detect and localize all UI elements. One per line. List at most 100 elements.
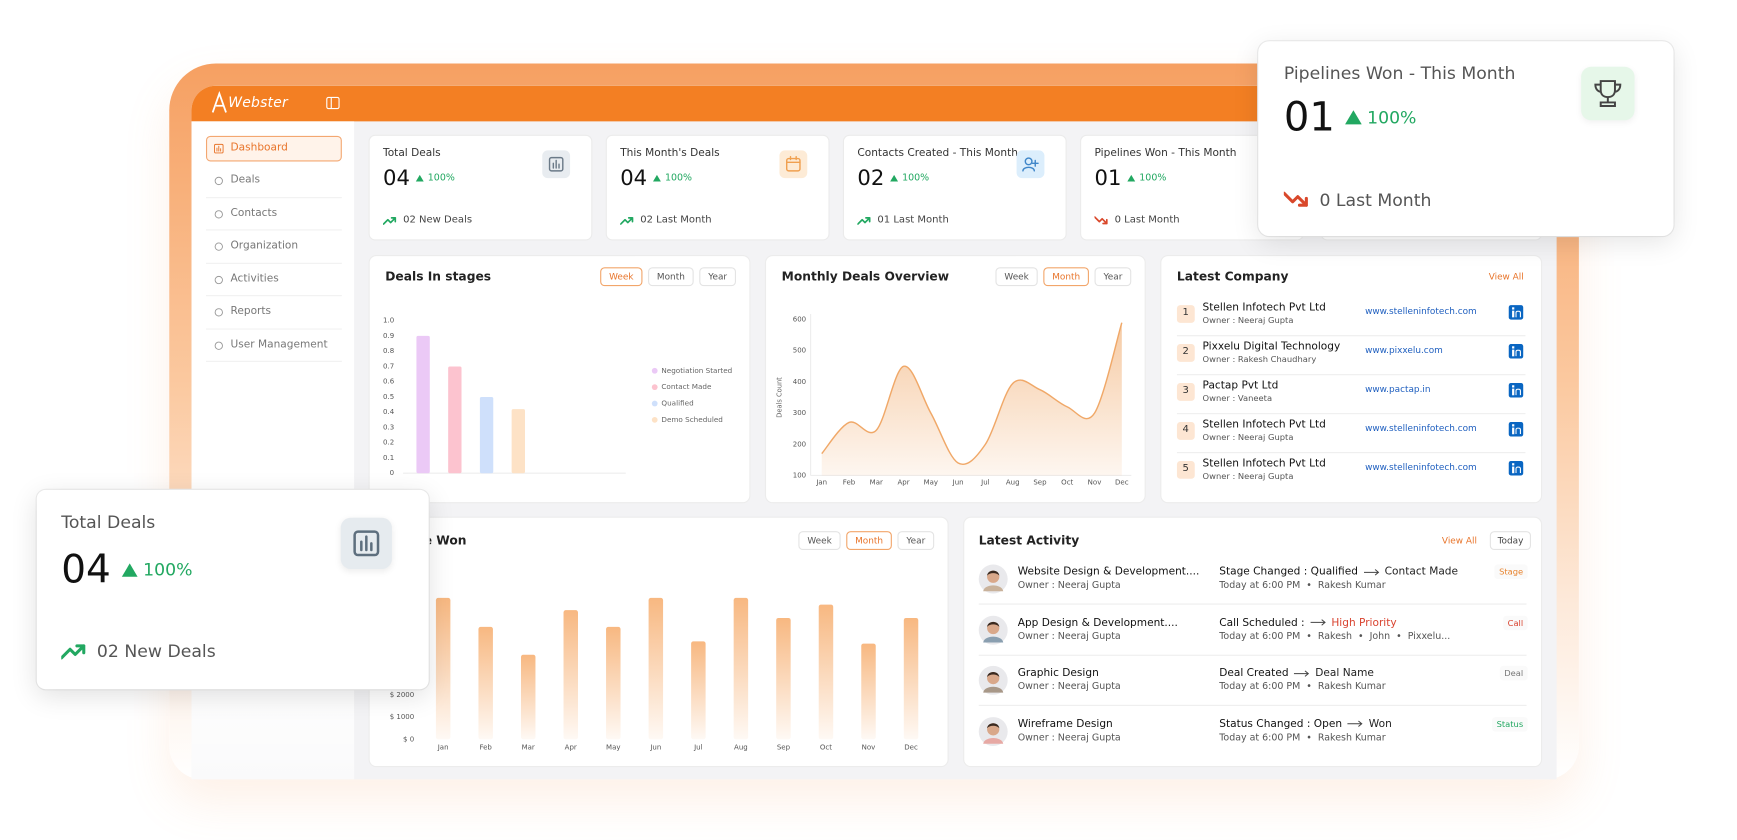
y-tick-label: 200: [793, 439, 806, 448]
bar: [435, 597, 451, 740]
avatar-head: [987, 722, 1000, 735]
activity-tag: Status: [1492, 716, 1528, 731]
avatar-head: [987, 570, 1000, 583]
company-url[interactable]: www.stelleninfotech.com: [1365, 462, 1477, 473]
tab-group: Week Month Year: [600, 267, 736, 287]
bar: [733, 597, 749, 740]
card-change: 100%: [902, 172, 930, 184]
bar: [691, 641, 706, 740]
legend-label: Contact Made: [661, 382, 712, 391]
popup-footer: 0 Last Month: [1283, 190, 1431, 210]
floating-card: Total Deals 04 100% 02 New Deals: [36, 489, 429, 690]
panel: 100 200 300 400 500 600 Deals Count Jan Feb Mar Ap…: [766, 256, 1145, 503]
icon-frame: [353, 530, 380, 557]
view-all-link[interactable]: View All: [1441, 535, 1477, 546]
triangle: [1127, 174, 1136, 182]
x-tick-label: Sep: [777, 742, 791, 751]
legend-label: Demo Scheduled: [661, 415, 723, 424]
row-divider: [1176, 452, 1526, 454]
nav-item[interactable]: Organization: [230, 239, 299, 252]
rank-number: 3: [1182, 385, 1189, 397]
avatar-hair: [987, 570, 1000, 576]
x-tick-label: Nov: [862, 742, 876, 751]
y-tick-label: 0.5: [383, 392, 394, 401]
card-title: This Month's Deals: [620, 146, 720, 160]
x-tick-label: Dec: [904, 742, 918, 751]
action-text: Status Changed : Open: [1219, 717, 1343, 730]
row-divider: [1176, 413, 1526, 415]
icon-ring: [214, 242, 223, 251]
tab[interactable]: Month: [846, 531, 892, 551]
rank-badge: [1176, 305, 1195, 323]
icon-ring: [214, 308, 223, 317]
activity-tag: Call: [1503, 615, 1528, 630]
action-text: Stage Changed : Qualified: [1219, 565, 1358, 578]
tab[interactable]: Week: [995, 267, 1038, 287]
linkedin-icon[interactable]: [1508, 383, 1524, 398]
bar: [861, 643, 876, 740]
value-row: 04 100%: [620, 166, 692, 190]
activity-owner: Owner : Neeraj Gupta: [1017, 681, 1121, 693]
tab[interactable]: Year: [699, 267, 736, 287]
linkedin-icon[interactable]: [1508, 422, 1524, 437]
company-url[interactable]: www.pactap.in: [1365, 384, 1431, 395]
popup-title: Total Deals: [61, 512, 156, 533]
stat-card: Total Deals 04 100% 02 New Deals: [369, 135, 592, 240]
icon-bars: [360, 535, 373, 552]
x-tick-label: Feb: [843, 477, 856, 486]
linkedin-i: [1511, 466, 1514, 474]
y-tick-label: 0.4: [383, 407, 395, 416]
tab[interactable]: Year: [897, 531, 935, 551]
x-tick-label: Jul: [693, 742, 703, 751]
panel-title: Deals In stages: [385, 269, 492, 284]
nav-item[interactable]: Dashboard: [230, 140, 288, 154]
linkedin-icon[interactable]: [1508, 460, 1524, 476]
triangle: [120, 562, 138, 578]
y-tick-label: 400: [793, 377, 806, 386]
tab[interactable]: Month: [1043, 267, 1090, 287]
activity-owner: Owner : Neeraj Gupta: [1017, 580, 1121, 592]
tab[interactable]: Month: [648, 267, 694, 287]
rank-badge: [1176, 460, 1195, 479]
arrow: [1347, 720, 1363, 727]
nav-divider: [205, 327, 342, 330]
dot-icon: [214, 308, 223, 317]
filter-button[interactable]: Today: [1489, 531, 1532, 551]
tab[interactable]: Week: [798, 531, 841, 551]
active-nav-bg: [205, 135, 342, 161]
nav-item[interactable]: Reports: [230, 305, 272, 318]
y-tick-label: 0.3: [383, 422, 394, 431]
linkedin-icon[interactable]: [1508, 305, 1524, 320]
view-all-link[interactable]: View All: [1488, 271, 1524, 282]
value-row: 01 100%: [1095, 166, 1167, 190]
avatar-hair: [987, 671, 1000, 677]
tab[interactable]: Year: [1094, 267, 1132, 287]
panel: Latest Activity View All Today Website Desi…: [964, 517, 1542, 767]
panel: $ 0$ 1000$ 2000$ 3000$ 4000$ 5000$ 6000$…: [369, 517, 948, 767]
nav-item[interactable]: Deals: [230, 173, 261, 186]
tab[interactable]: Week: [600, 267, 643, 287]
bars-icon: [548, 156, 564, 172]
nav-item[interactable]: User Management: [230, 337, 328, 351]
tab-group: Week Month Year: [798, 531, 935, 551]
company-url[interactable]: www.stelleninfotech.com: [1365, 306, 1477, 317]
icon-ring: [214, 209, 223, 218]
action-target: Won: [1368, 717, 1392, 730]
company-url[interactable]: www.stelleninfotech.com: [1365, 423, 1477, 434]
y-tick-label: 0.9: [383, 331, 394, 340]
action-target: Contact Made: [1384, 565, 1459, 578]
card-footer: 02 Last Month: [620, 215, 712, 226]
company-owner: Owner : Neeraj Gupta: [1202, 432, 1294, 443]
x-tick-label: Jan: [437, 742, 449, 751]
nav-item[interactable]: Contacts: [230, 206, 278, 219]
sidebar-toggle[interactable]: [326, 96, 340, 110]
calendar-icon: [786, 155, 801, 172]
chart: 0 0.1 0.2 0.3 0.4 0.5 0.6 0.7 0.8 0.9 1.0 Negotiati…: [383, 316, 732, 478]
nav-item[interactable]: Activities: [230, 272, 279, 285]
up-triangle: [652, 174, 662, 182]
company-url[interactable]: www.pixxelu.com: [1365, 345, 1443, 356]
linkedin-icon[interactable]: [1508, 344, 1524, 359]
arrow-icon: [1347, 720, 1363, 727]
trend-up-icon: [61, 644, 86, 660]
